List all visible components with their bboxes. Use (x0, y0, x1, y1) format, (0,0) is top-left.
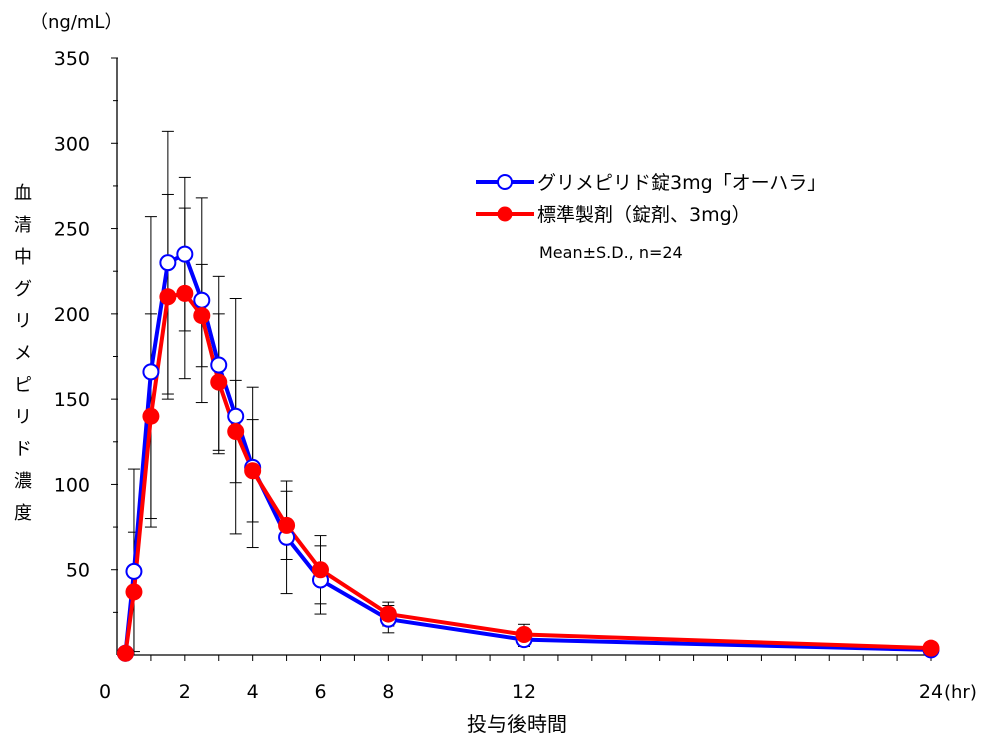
series-group (116, 245, 940, 662)
data-point (159, 254, 177, 272)
legend-marker-reference (497, 206, 513, 222)
data-point (142, 363, 160, 381)
data-point (278, 516, 296, 534)
y-tick-label: 150 (54, 389, 90, 411)
y-axis-title-char: リ (14, 407, 32, 428)
legend-label-reference: 標準製剤（錠剤、3mg） (537, 204, 751, 226)
y-tick-label: 100 (54, 474, 90, 496)
y-axis-title-char: 清 (14, 215, 32, 236)
data-point (193, 307, 211, 325)
x-tick-label: 8 (382, 681, 394, 703)
x-tick-labels: 0 2 4 6 8 12 24 (99, 681, 943, 703)
data-point (379, 605, 397, 623)
data-point (244, 462, 262, 480)
series-line (123, 252, 932, 654)
legend-label-test: グリメピリド錠3mg「オーハラ」 (537, 172, 826, 194)
data-point (922, 639, 940, 657)
data-point (227, 423, 245, 441)
x-tick-label: 4 (247, 681, 259, 703)
x-axis-unit-label: (hr) (944, 682, 977, 703)
x-tick-label: 24 (919, 681, 943, 703)
y-tick-labels: 50 100 150 200 250 300 350 (54, 48, 90, 582)
y-axis-title-char: グ (14, 279, 32, 300)
y-axis-title-char: ピ (14, 375, 32, 396)
legend-marker-test (497, 174, 513, 190)
x-tick-label: 2 (179, 681, 191, 703)
data-point (210, 356, 228, 374)
y-axis-title-char: ド (14, 439, 32, 460)
stats-annotation: Mean±S.D., n=24 (539, 243, 683, 262)
data-point (227, 407, 245, 425)
axes (111, 57, 932, 661)
data-point (125, 562, 143, 580)
y-axis-unit-label: （ng/mL） (30, 12, 122, 33)
y-axis-title-char: 濃 (14, 471, 32, 492)
x-tick-label: 12 (512, 681, 536, 703)
legend: グリメピリド錠3mg「オーハラ」 標準製剤（錠剤、3mg） Mean±S.D.,… (476, 172, 826, 262)
data-point (515, 626, 533, 644)
series-line (123, 291, 932, 654)
data-point (193, 291, 211, 309)
data-point (312, 561, 329, 579)
data-point (125, 583, 143, 601)
data-point (176, 284, 194, 302)
y-axis-title-char: 血 (14, 183, 32, 204)
data-point (210, 373, 228, 391)
y-axis-title-char: 度 (14, 503, 32, 524)
y-axis-title-char: リ (14, 311, 32, 332)
data-point (116, 644, 134, 662)
y-tick-label: 350 (54, 48, 90, 70)
y-axis-title-char: メ (14, 343, 32, 364)
x-tick-label: 6 (314, 681, 326, 703)
y-tick-label: 50 (66, 560, 90, 582)
y-tick-label: 250 (54, 219, 90, 241)
y-tick-label: 300 (54, 133, 90, 155)
y-axis-title-char: 中 (14, 247, 32, 268)
data-point (159, 288, 177, 306)
data-point (142, 407, 160, 425)
x-axis-title: 投与後時間 (467, 712, 567, 736)
y-tick-label: 200 (54, 304, 90, 326)
x-tick-label: 0 (99, 681, 111, 703)
data-point (176, 245, 194, 263)
